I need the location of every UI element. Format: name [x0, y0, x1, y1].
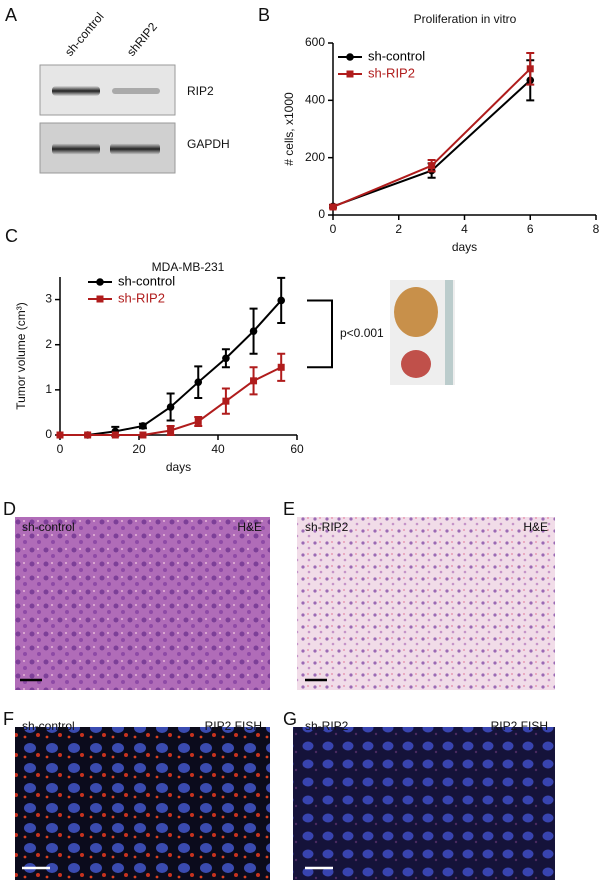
- y-tick-label: 0: [318, 207, 325, 221]
- blot-band: [112, 88, 160, 94]
- y-tick-label: 2: [45, 337, 52, 351]
- panel-letter: B: [258, 5, 270, 25]
- marker: [428, 162, 436, 170]
- y-tick-label: 0: [45, 427, 52, 441]
- x-tick-label: 60: [290, 442, 304, 456]
- stain-label: RIP2 FISH: [491, 719, 548, 733]
- blot-band: [110, 143, 160, 155]
- panel-letter: G: [283, 709, 297, 729]
- micrograph: [15, 517, 270, 690]
- marker: [194, 417, 202, 425]
- marker: [329, 203, 337, 211]
- y-tick-label: 400: [305, 93, 325, 107]
- x-tick-label: 0: [57, 442, 64, 456]
- stain-label: H&E: [237, 520, 262, 534]
- y-tick-label: 200: [305, 150, 325, 164]
- marker: [166, 403, 175, 411]
- x-tick-label: 2: [395, 222, 402, 236]
- x-tick-label: 40: [211, 442, 225, 456]
- x-tick-label: 4: [461, 222, 468, 236]
- x-tick-label: 20: [132, 442, 146, 456]
- condition-label: sh-RIP2: [305, 520, 349, 534]
- ruler: [445, 280, 453, 385]
- legend-label: sh-RIP2: [118, 290, 165, 305]
- y-axis-label: # cells, x1000: [282, 92, 296, 166]
- marker: [250, 377, 258, 385]
- lane-label: shRIP2: [124, 20, 160, 59]
- tumor: [401, 350, 431, 378]
- micrograph: [293, 727, 555, 880]
- marker: [526, 65, 534, 73]
- band-label: RIP2: [187, 84, 214, 98]
- panel-letter: E: [283, 499, 295, 519]
- legend-label: sh-control: [118, 273, 175, 288]
- x-axis-label: days: [166, 460, 191, 474]
- y-axis-label: Tumor volume (cm³): [14, 302, 28, 410]
- micrograph: [15, 727, 270, 880]
- y-tick-label: 1: [45, 382, 52, 396]
- annotation: p<0.001: [340, 326, 384, 340]
- band-label: GAPDH: [187, 137, 230, 151]
- panel-letter: D: [3, 499, 16, 519]
- marker: [167, 426, 175, 434]
- marker: [277, 363, 285, 371]
- x-axis-label: days: [452, 240, 477, 254]
- marker: [277, 296, 286, 305]
- blot-band: [52, 143, 100, 155]
- marker: [222, 397, 230, 405]
- marker: [139, 422, 147, 430]
- panel-letter: A: [5, 5, 17, 25]
- axis: [59, 277, 297, 436]
- tumor: [394, 287, 438, 337]
- marker: [111, 431, 119, 439]
- x-tick-label: 0: [330, 222, 337, 236]
- x-tick-label: 6: [527, 222, 534, 236]
- micrograph: [297, 517, 555, 690]
- condition-label: sh-control: [22, 520, 75, 534]
- marker: [194, 378, 203, 386]
- condition-label: sh-RIP2: [305, 719, 349, 733]
- series-line: [332, 68, 531, 208]
- marker: [139, 431, 147, 439]
- y-tick-label: 3: [45, 292, 52, 306]
- legend-label: sh-control: [368, 48, 425, 63]
- stain-label: H&E: [523, 520, 548, 534]
- panel-letter: F: [3, 709, 14, 729]
- x-tick-label: 8: [593, 222, 600, 236]
- stain-label: RIP2 FISH: [205, 719, 262, 733]
- legend-marker: [346, 70, 354, 78]
- marker: [84, 431, 92, 439]
- legend-marker: [346, 53, 354, 61]
- blot-band: [52, 86, 100, 96]
- chart-title: Proliferation in vitro: [414, 12, 517, 26]
- chart-title: MDA-MB-231: [152, 260, 225, 274]
- condition-label: sh-control: [22, 719, 75, 733]
- lane-label: sh-control: [62, 10, 107, 59]
- marker: [249, 327, 258, 335]
- legend-marker: [96, 278, 104, 286]
- marker: [56, 431, 64, 439]
- legend-marker: [96, 295, 104, 303]
- bracket: [307, 299, 333, 369]
- marker: [222, 354, 230, 363]
- panel-letter: C: [5, 226, 18, 246]
- y-tick-label: 600: [305, 35, 325, 49]
- legend-label: sh-RIP2: [368, 65, 415, 80]
